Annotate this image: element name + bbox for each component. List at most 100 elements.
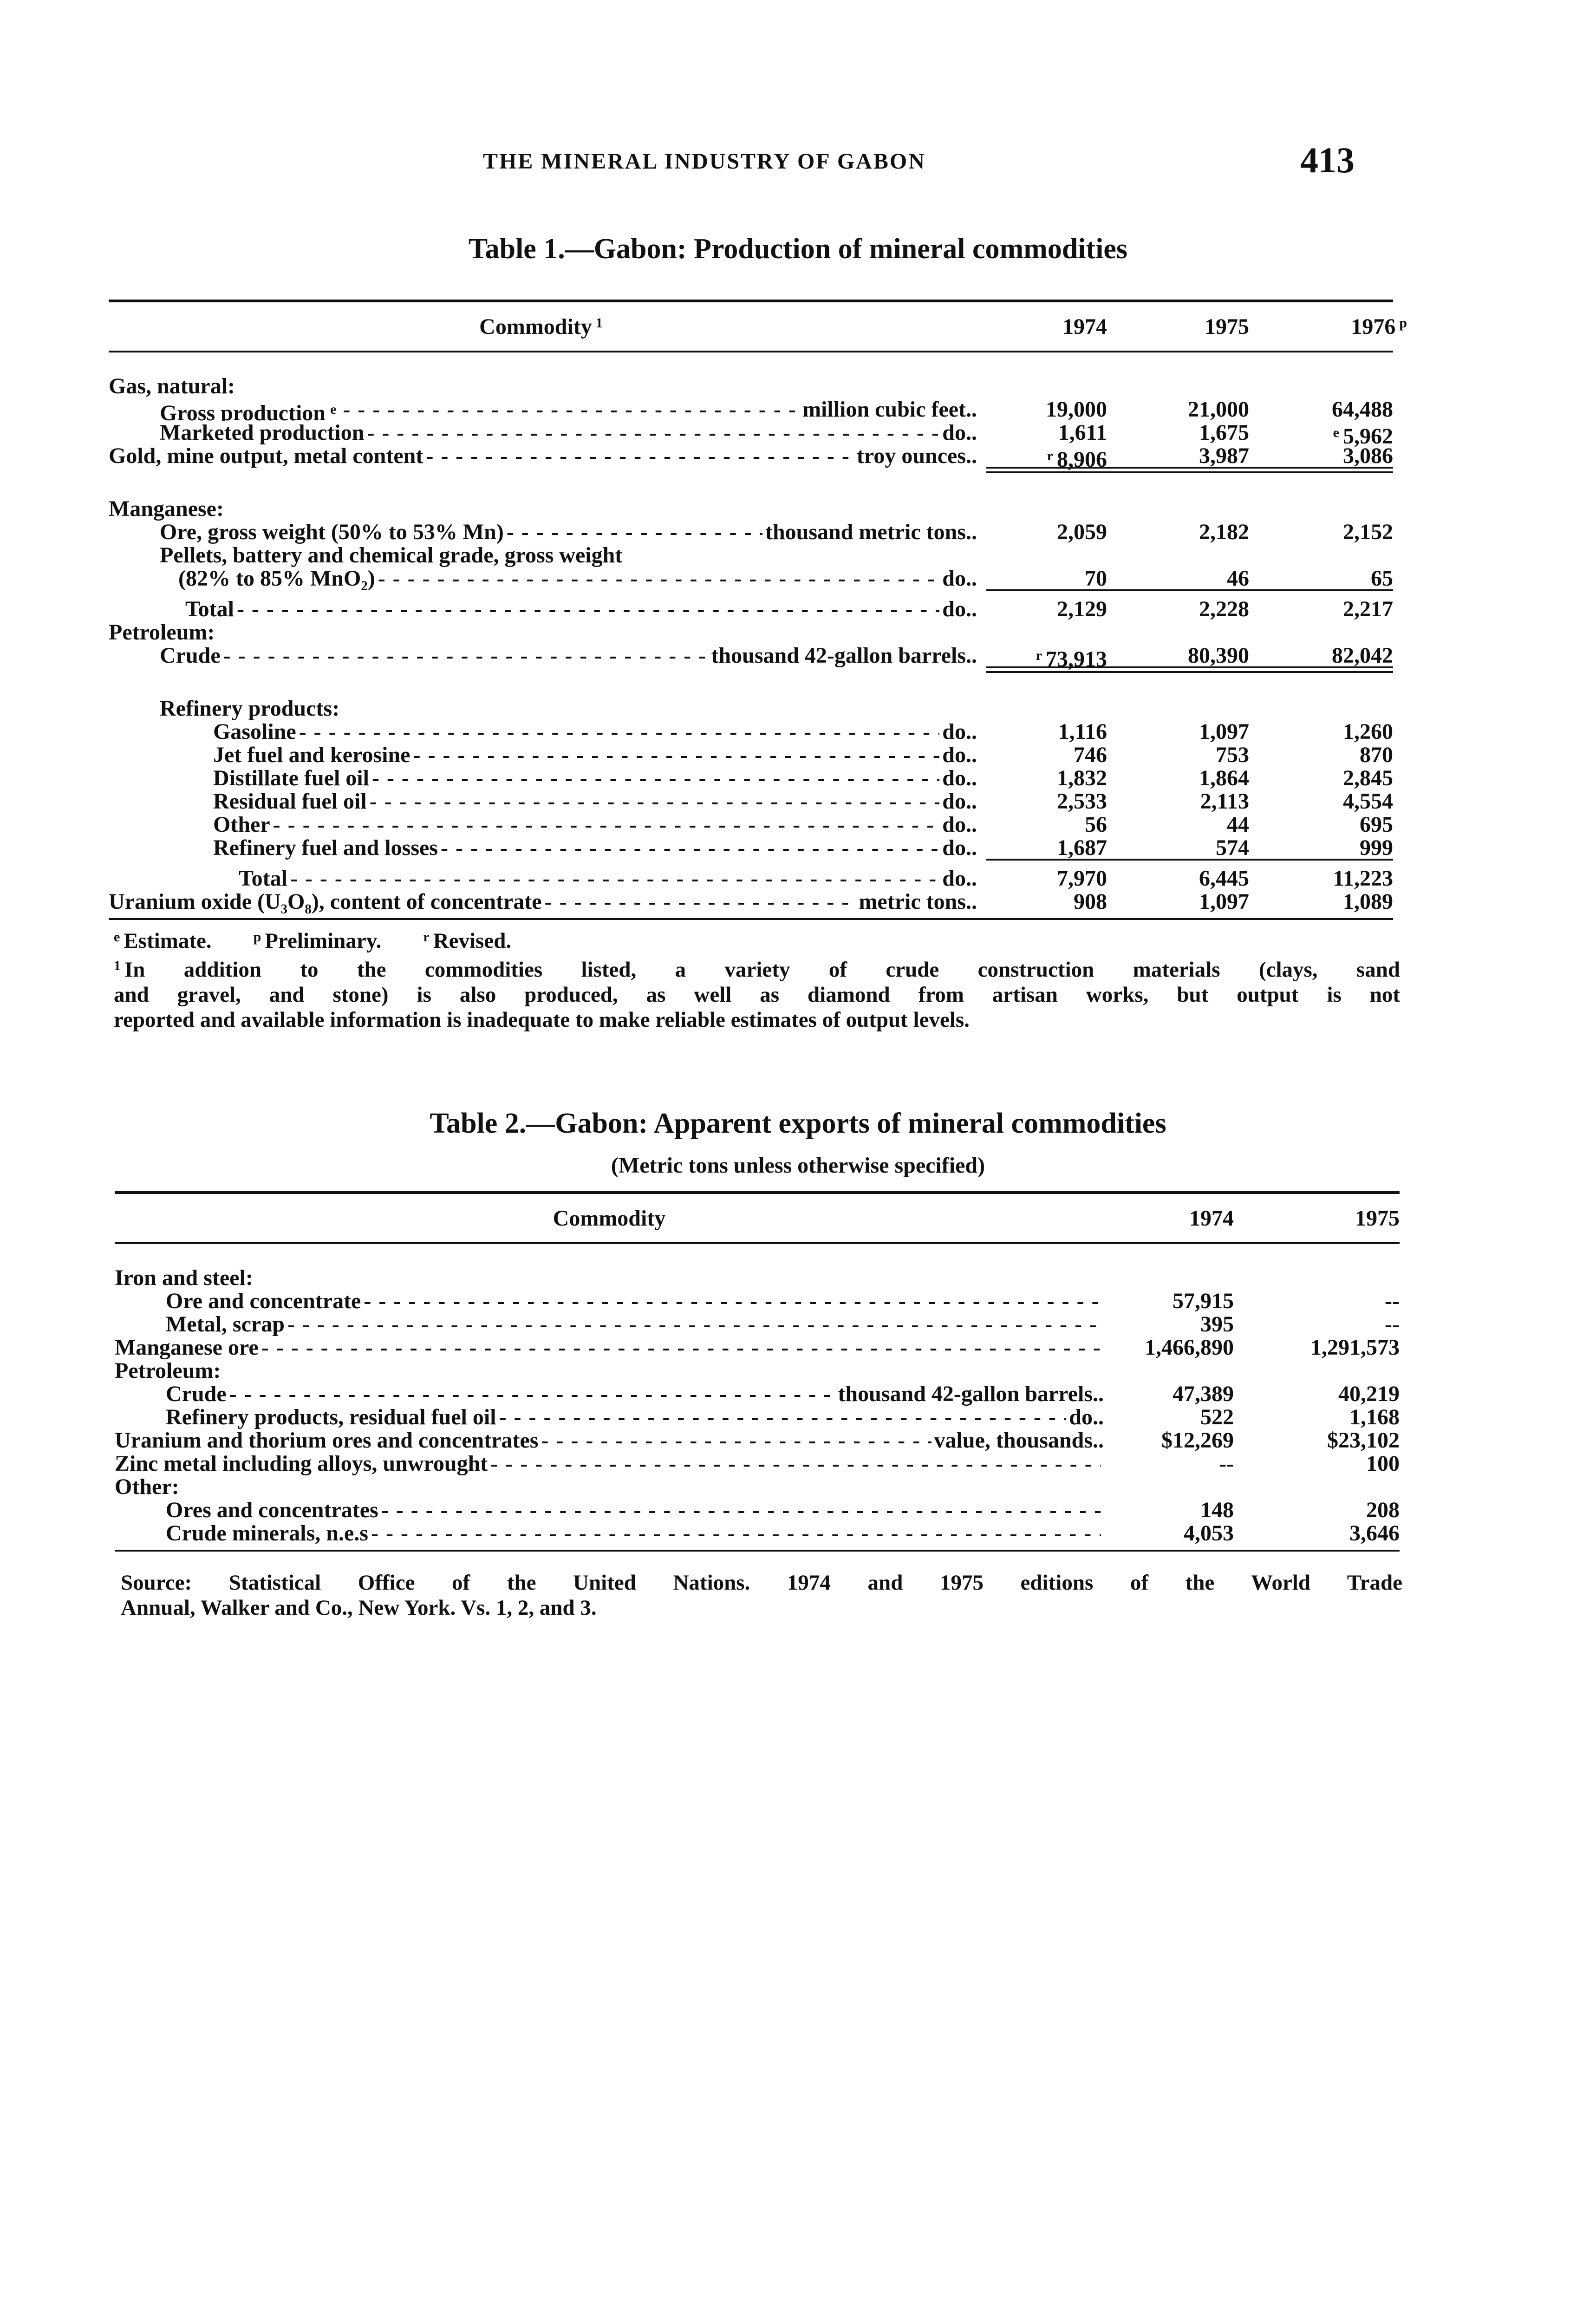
column-header-year: 1976 p [1351,314,1407,339]
row-label-text: Ore and concentrate [166,1290,361,1313]
row-unit: thousand 42-gallon barrels.. [711,644,977,667]
row-value: 2,217 [1343,597,1393,621]
row-value: 82,042 [1332,643,1393,668]
dot-leader: - - - - - - - - - - - - - - - - - - - - … [290,867,939,890]
dot-leader: - - - - - - - - - - - - - - - - - - - - … [364,1290,1101,1313]
row-value: 4,053 [1184,1521,1234,1546]
row-unit: thousand metric tons.. [765,521,977,544]
row-value: 999 [1360,835,1393,860]
table-row: Zinc metal including alloys, unwrought - … [115,1452,1400,1475]
page-number: 413 [1300,140,1355,180]
row-label: Manganese ore - - - - - - - - - - - - - -… [115,1336,1104,1359]
row-value: -- [1385,1289,1400,1313]
dot-leader: - - - - - - - - - - - - - - - - - - - - … [506,521,762,544]
row-label: Distillate fuel oil - - - - - - - - - - -… [109,767,977,790]
row-label-text: Jet fuel and kerosine [213,744,410,767]
row-label-text: Marketed production [160,421,365,444]
dot-leader: - - - - - - - - - - - - - - - - - - - - … [440,836,939,860]
row-label-text: Zinc metal including alloys, unwrought [115,1452,488,1475]
table-row: Total - - - - - - - - - - - - - - - - - -… [109,867,1393,890]
dot-leader: - - - - - - - - - - - - - - - - - - - - … [378,567,940,590]
row-label: Other - - - - - - - - - - - - - - - - - -… [109,813,977,836]
row-label-text: Ores and concentrates [166,1499,378,1522]
row-label: Ore, gross weight (50% to 53% Mn) - - - -… [109,521,977,544]
row-label-text: Uranium and thorium ores and concentrate… [115,1429,539,1452]
row-value: 2,152 [1343,520,1393,544]
row-unit: metric tons.. [859,890,977,913]
source-line: Source: Statistical Office of the United… [121,1571,1402,1595]
row-value: 3,646 [1349,1521,1400,1546]
value-underline-double [986,467,1393,473]
row-unit: do.. [942,598,977,621]
dot-leader: - - - - - - - - - - - - - - - - - - - - … [413,744,939,767]
row-label-text: Total [185,598,234,621]
dot-leader: - - - - - - - - - - - - - - - - - - - - … [371,1522,1101,1545]
table2: Commodity 1974 1975 Iron and steel: Ore and … [115,1191,1400,1552]
dot-leader: - - - - - - - - - - - - - - - - - - - - … [426,444,854,468]
row-unit: thousand 42-gallon barrels.. [838,1383,1104,1406]
table1-title: Table 1.—Gabon: Production of mineral co… [468,233,1128,265]
row-unit: value, thousands.. [934,1429,1104,1452]
row-value: -- [1219,1451,1234,1476]
table-row: Residual fuel oil - - - - - - - - - - - -… [109,790,1393,813]
row-label-text: Gasoline [213,720,296,744]
row-value: 100 [1366,1451,1400,1476]
row-label-text: Manganese ore [115,1336,259,1359]
column-header-year: 1974 [1189,1206,1234,1231]
table-row: Gold, mine output, metal content - - - - … [109,444,1393,473]
row-unit: do.. [942,767,977,790]
row-label: Petroleum: [109,621,977,644]
table2-subtitle: (Metric tons unless otherwise specified) [611,1153,985,1178]
row-label: Gasoline - - - - - - - - - - - - - - - - … [109,720,977,744]
table-row: Iron and steel: [115,1266,1400,1290]
row-label-text: Refinery products, residual fuel oil [166,1406,496,1429]
column-header-commodity: Commodity 1 [479,314,603,339]
row-label-text: Iron and steel: [115,1266,253,1290]
row-value: -- [1385,1312,1400,1337]
footnote-legend-item: p Preliminary. [253,929,382,953]
row-label-text: Gas, natural: [109,375,235,398]
row-value: 1,168 [1349,1405,1400,1429]
row-label: Iron and steel: [115,1266,1104,1290]
row-label: Refinery fuel and losses - - - - - - - - … [109,836,977,860]
row-label-text: Refinery products: [160,697,340,720]
group-spacer [109,352,1393,375]
footnote-marker: 1 [595,315,603,331]
row-value: $12,269 [1161,1428,1234,1453]
row-value: 2,182 [1199,520,1249,544]
row-value: 1,611 [1058,420,1107,445]
table-row: Crude - - - - - - - - - - - - - - - - - -… [109,643,1393,673]
table-row: (82% to 85% MnO₂) - - - - - - - - - - - -… [109,566,1393,591]
footnote-marker: p [253,929,261,945]
table-row: Ore and concentrate - - - - - - - - - - -… [115,1290,1400,1313]
row-label-text: Uranium oxide (U₃O₈), content of concent… [109,890,542,913]
row-value: 2,533 [1057,789,1107,814]
table-row: Petroleum: [109,621,1393,644]
row-value: 695 [1360,812,1393,837]
table-bottom-rule [109,918,1393,920]
table1-footnotes: e Estimate. p Preliminary. r Revised. 1 In addi… [114,925,1400,1032]
row-label: Marketed production - - - - - - - - - - -… [109,421,977,444]
row-value: 1,687 [1057,835,1107,860]
row-unit: million cubic feet.. [802,398,977,421]
column-header-year: 1974 [1062,314,1107,339]
dot-leader: - - - - - - - - - - - - - - - - - - - - … [490,1452,1101,1475]
group-spacer [109,675,1393,697]
row-value: r 8,906 [1047,447,1107,472]
dot-leader: - - - - - - - - - - - - - - - - - - - - … [499,1406,1067,1429]
table-row: Uranium oxide (U₃O₈), content of concent… [109,890,1393,913]
value-footnote-marker: r [1047,448,1053,463]
row-label-text: Other [213,813,270,836]
row-value: 2,059 [1057,520,1107,544]
row-label-text: Gross production e [160,401,337,422]
table-header-row: Commodity 1974 1975 [115,1194,1400,1244]
value-underline-single [986,859,1393,861]
row-value: 46 [1227,566,1249,591]
row-unit: do.. [942,421,977,444]
row-value: 4,554 [1343,789,1393,814]
table-row: Gas, natural: [109,375,1393,398]
value-footnote-marker: e [1333,425,1339,440]
row-value: 1,832 [1057,766,1107,790]
row-label-text: Crude minerals, n.e.s [166,1522,368,1545]
row-label-text: (82% to 85% MnO₂) [178,567,375,590]
